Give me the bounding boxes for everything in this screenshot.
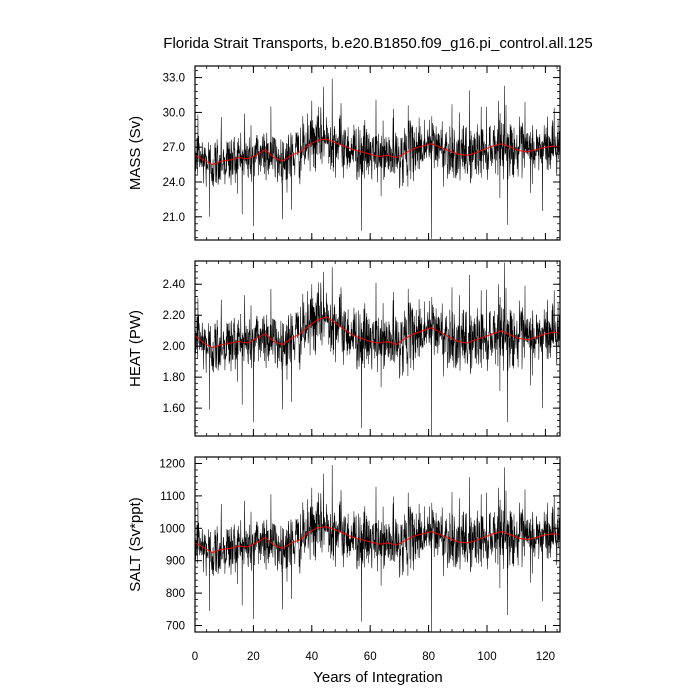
panel-1: 21.0 24.0 27.0 30.0 33.0 MASS (Sv): [127, 65, 561, 241]
plot-frame-1: [194, 65, 561, 241]
x-tick-label: 20: [247, 651, 260, 663]
x-tick-label: 60: [364, 651, 377, 663]
y-tick-label: 33.0: [163, 73, 185, 85]
y-tick-label: 27.0: [163, 142, 185, 154]
x-tick-label: 40: [305, 651, 318, 663]
y-tick-label: 2.00: [163, 341, 185, 353]
x-tick-label: 0: [192, 651, 198, 663]
monthly-series-3: [194, 465, 561, 633]
y-tick-label: 2.20: [163, 310, 185, 322]
y-tick-label: 800: [166, 588, 185, 600]
x-tick-label: 100: [477, 651, 496, 663]
plot-frame-2: [194, 260, 561, 437]
x-tick-label: 80: [422, 651, 435, 663]
y-tick-label: 900: [166, 556, 185, 568]
y-tick-label: 30.0: [163, 107, 185, 119]
y-tick-label: 2.40: [163, 279, 185, 291]
y-axis-label-3: SALT (Sv*ppt): [127, 497, 144, 591]
y-tick-label: 1000: [159, 523, 185, 535]
monthly-series-1: [194, 78, 561, 239]
x-tick-label: 120: [536, 651, 555, 663]
smoothed-series-2: [194, 316, 561, 349]
panels: 21.0 24.0 27.0 30.0 33.0 MASS (Sv) 1.60 1.80 2.0…: [127, 65, 561, 663]
y-tick-label: 1100: [160, 491, 185, 503]
panel-2: 1.60 1.80 2.00 2.20 2.40 HEAT (PW): [127, 260, 561, 437]
y-tick-label: 24.0: [163, 177, 185, 189]
y-tick-label: 1200: [159, 458, 185, 470]
smoothed-series-3: [194, 526, 561, 554]
smoothed-series-1: [194, 138, 561, 166]
x-axis-label: Years of Integration: [313, 669, 443, 686]
y-tick-label: 21.0: [163, 212, 185, 224]
y-tick-label: 1.60: [163, 403, 185, 415]
chart-title: Florida Strait Transports, b.e20.B1850.f…: [163, 35, 592, 52]
panel-3: 700 800 900 1000 1100 1200 SALT (Sv*ppt) 0 20 40 6…: [127, 456, 561, 663]
y-axis-label-2: HEAT (PW): [127, 310, 144, 387]
y-tick-label: 700: [166, 621, 185, 633]
monthly-series-2: [194, 262, 561, 437]
plot-frame-3: [194, 456, 561, 633]
y-axis-label-1: MASS (Sv): [127, 116, 144, 190]
y-tick-label: 1.80: [163, 372, 185, 384]
